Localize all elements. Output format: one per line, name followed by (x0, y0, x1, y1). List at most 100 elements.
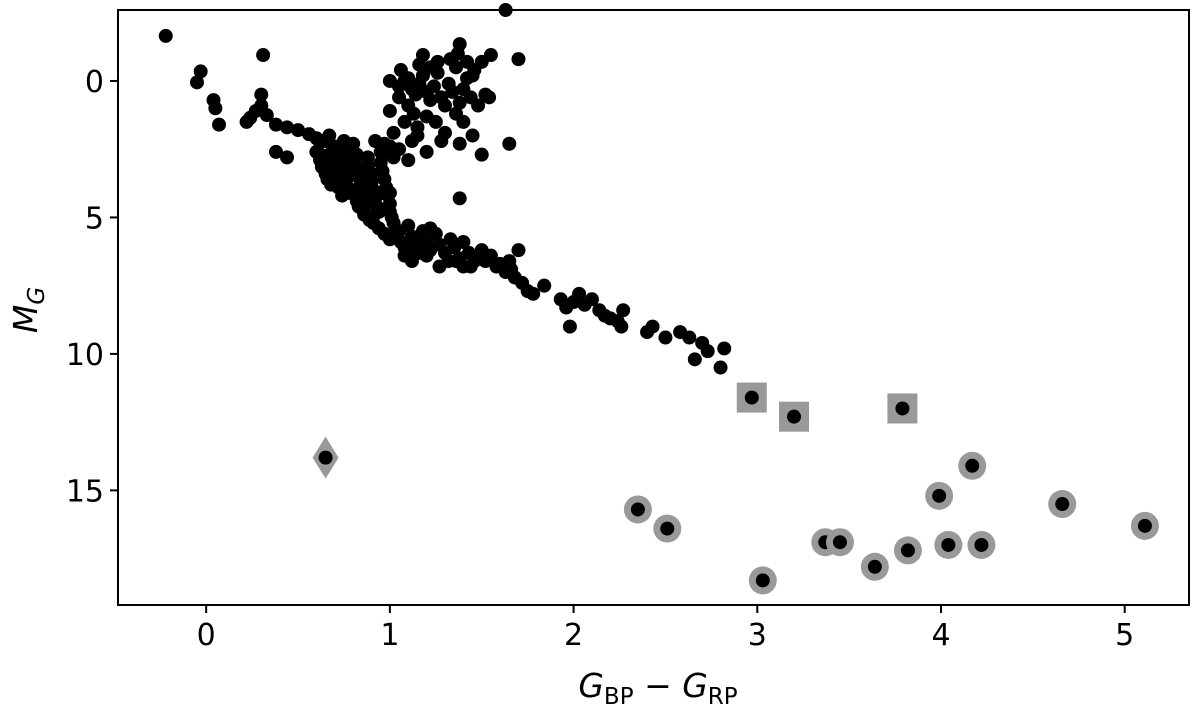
point-dot (406, 106, 421, 121)
point-dot (371, 204, 386, 219)
data-point (441, 254, 456, 269)
data-point (526, 286, 541, 301)
data-point (392, 224, 407, 239)
point-dot (392, 90, 407, 105)
x-axis-label: GBP − GRP (578, 666, 737, 709)
data-point (465, 68, 480, 83)
data-point (584, 292, 599, 307)
point-dot (1137, 518, 1152, 533)
data-point (312, 436, 339, 479)
point-dot (483, 248, 498, 263)
data-point (254, 87, 269, 102)
data-point (336, 134, 351, 149)
data-point (426, 79, 441, 94)
point-dot (393, 63, 408, 78)
point-dot (537, 278, 552, 293)
data-point (502, 254, 517, 269)
point-dot (327, 161, 342, 176)
data-point (382, 103, 397, 118)
point-dot (410, 128, 425, 143)
x-tick-label: 2 (564, 618, 583, 653)
point-dot (526, 286, 541, 301)
data-point (379, 144, 394, 159)
point-dot (336, 134, 351, 149)
x-label-g2: G (682, 666, 708, 705)
point-dot (616, 303, 631, 318)
x-tick-label: 0 (197, 618, 216, 653)
point-dot (412, 57, 427, 72)
point-dot (397, 114, 412, 129)
point-dot (193, 64, 208, 79)
point-dot (713, 360, 728, 375)
point-dot (456, 234, 471, 249)
data-point (562, 319, 577, 334)
point-dot (158, 28, 173, 43)
point-dot (239, 114, 254, 129)
point-dot (318, 450, 333, 465)
data-point (386, 125, 401, 140)
data-point (280, 120, 295, 135)
data-point (406, 106, 421, 121)
point-dot (401, 153, 416, 168)
data-point (344, 183, 359, 198)
point-dot (364, 194, 379, 209)
point-dot (465, 128, 480, 143)
data-point (748, 566, 777, 595)
point-dot (511, 52, 526, 67)
point-dot (465, 68, 480, 83)
y-tick-label: 5 (85, 201, 104, 236)
point-dot (392, 224, 407, 239)
point-dot (441, 254, 456, 269)
data-point (392, 142, 407, 157)
data-point (382, 185, 397, 200)
data-point (682, 330, 697, 345)
y-tick-label: 0 (85, 65, 104, 100)
point-dot (502, 136, 517, 151)
point-dot (349, 147, 364, 162)
data-point (412, 57, 427, 72)
data-point (239, 114, 254, 129)
data-point (419, 144, 434, 159)
data-point (887, 393, 918, 424)
point-dot (614, 319, 629, 334)
data-point (967, 530, 996, 559)
point-dot (482, 90, 497, 105)
data-point (452, 95, 467, 110)
point-dot (357, 172, 372, 187)
data-point (401, 243, 416, 258)
data-point (537, 278, 552, 293)
point-dot (452, 136, 467, 151)
point-dot (932, 488, 947, 503)
data-point (193, 64, 208, 79)
data-point (860, 552, 889, 581)
data-point (502, 136, 517, 151)
data-point (259, 108, 274, 123)
data-point (410, 128, 425, 143)
point-dot (419, 248, 434, 263)
data-point (825, 528, 854, 557)
x-tick-label: 4 (931, 618, 950, 653)
y-label-sub: G (24, 287, 50, 305)
point-dot (208, 101, 223, 116)
point-dot (456, 114, 471, 129)
data-point (280, 150, 295, 165)
data-point (736, 382, 767, 413)
point-dot (584, 292, 599, 307)
point-dot (256, 48, 271, 63)
data-point (364, 194, 379, 209)
data-point (327, 161, 342, 176)
data-point (349, 147, 364, 162)
point-dot (717, 341, 732, 356)
x-label-minus: − (634, 666, 683, 705)
data-point (483, 248, 498, 263)
point-dot (682, 330, 697, 345)
data-point (428, 114, 443, 129)
data-point (189, 75, 204, 90)
point-dot (755, 573, 770, 588)
data-point (958, 451, 987, 480)
point-dot (259, 108, 274, 123)
point-dot (965, 458, 980, 473)
data-point (653, 514, 682, 543)
point-dot (419, 144, 434, 159)
point-dot (280, 120, 295, 135)
